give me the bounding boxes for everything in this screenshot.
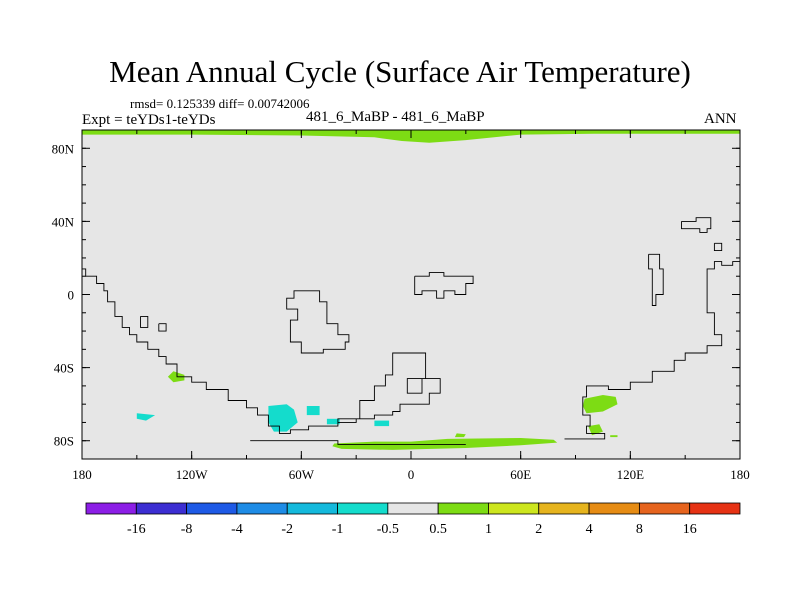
anomaly-region-indian-ocean-patch [582, 395, 618, 414]
anomaly-region-small-patch-east [610, 435, 618, 438]
colorbar-label: 4 [586, 522, 593, 537]
x-tick-label: 0 [408, 467, 415, 482]
x-tick-label: 180 [72, 467, 92, 482]
anomaly-region-antarctic-peninsula-cool [268, 404, 298, 432]
map-background [82, 130, 740, 459]
x-tick-label: 120W [176, 467, 209, 482]
colorbar-swatch [437, 502, 489, 515]
colorbar-label: -16 [127, 522, 146, 537]
chart-title: Mean Annual Cycle (Surface Air Temperatu… [109, 54, 691, 89]
experiment-label: Expt = teYDs1-teYDs [82, 112, 216, 128]
contour-antarctic-shelf-line [250, 440, 466, 445]
colorbar-label: -4 [231, 522, 243, 537]
contour-central-landmass [286, 290, 350, 354]
colorbar-label: -1 [332, 522, 344, 537]
anomaly-region-antarctic-coast-patch [588, 424, 603, 436]
colorbar-label: 8 [636, 522, 643, 537]
colorbar-label: 16 [683, 522, 697, 537]
anomaly-region-south-pacific-patch [167, 371, 185, 383]
contour-small-island-2 [158, 323, 167, 332]
contour-east-block [713, 242, 723, 252]
colorbar-swatch [286, 502, 338, 515]
x-tick-label: 60W [289, 467, 315, 482]
colorbar-swatch [186, 502, 238, 515]
x-tick-label: 120E [617, 467, 645, 482]
contour-island-chain [648, 253, 664, 306]
colorbar-swatch [387, 502, 439, 515]
center-label: 481_6_MaBP - 481_6_MaBP [306, 109, 485, 125]
colorbar-label: -2 [281, 522, 293, 537]
anomaly-region-drake-cool-1 [306, 406, 320, 416]
contour-small-island-1 [140, 315, 149, 328]
y-tick-label: 0 [68, 288, 75, 303]
y-tick-label: 40N [52, 214, 75, 229]
colorbar-swatch [538, 502, 590, 515]
colorbar-swatch [588, 502, 640, 515]
y-tick-label: 40S [54, 361, 74, 376]
colorbar-label: 0.5 [429, 522, 447, 537]
colorbar-swatch [85, 502, 137, 515]
colorbar-swatch [689, 502, 741, 515]
colorbar-swatch [638, 502, 691, 515]
contour-equatorial-strip [414, 272, 474, 299]
x-tick-label: 60E [510, 467, 531, 482]
colorbar-label: 1 [485, 522, 492, 537]
anomaly-region-drake-cool-2 [326, 418, 340, 425]
contour-south-america-coast [82, 268, 441, 434]
x-tick-label: 180 [730, 467, 750, 482]
anomaly-region-drake-cool-3 [374, 420, 390, 427]
y-tick-label: 80N [52, 141, 75, 156]
colorbar-swatch [488, 502, 540, 515]
colorbar-label: -8 [181, 522, 193, 537]
contour-asia-outline [681, 217, 712, 233]
colorbar-label: 2 [535, 522, 542, 537]
stats-line: rmsd= 0.125339 diff= 0.00742006 [130, 96, 310, 111]
y-tick-label: 80S [54, 434, 74, 449]
colorbar-swatch [337, 502, 389, 515]
anomaly-region-pacific-cool-patch [136, 413, 156, 421]
colorbar-label: -0.5 [377, 522, 399, 537]
anomaly-region-weddell-patch [454, 433, 466, 438]
colorbar-swatch [135, 502, 188, 515]
contour-australia-coast [564, 261, 740, 440]
colorbar-swatch [236, 502, 288, 515]
season-label: ANN [704, 111, 737, 127]
